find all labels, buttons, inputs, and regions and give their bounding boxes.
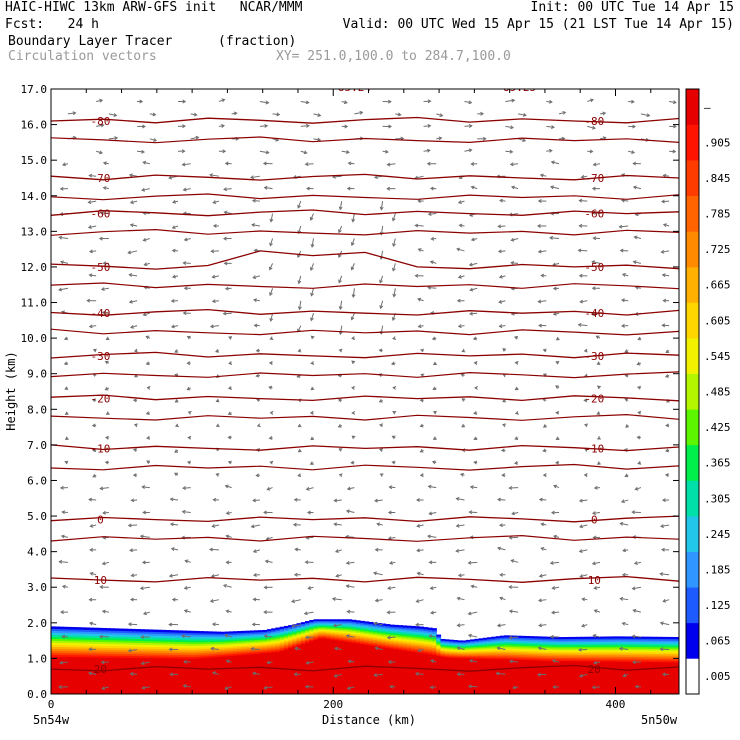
x-tick-label: 0: [48, 698, 55, 711]
contour-label: 0: [97, 514, 104, 527]
contour-label: -20: [584, 393, 604, 406]
contour-label: -20: [90, 393, 110, 406]
y-tick-label: 0.0: [27, 688, 47, 701]
colorbar-label: .905: [704, 136, 731, 149]
init-time: Init: 00 UTC Tue 14 Apr 15: [530, 0, 735, 15]
plot-frame: [50, 88, 680, 695]
x-end-label: 5n50w: [641, 713, 678, 727]
y-tick-label: 10.0: [21, 332, 48, 345]
colorbar-swatch: [686, 338, 699, 375]
contour-label: 0: [591, 514, 598, 527]
colorbar-swatch: [686, 231, 699, 268]
contour-label: -60: [584, 208, 604, 221]
colorbar-label: .485: [704, 386, 731, 399]
contour-label: -60: [90, 208, 110, 221]
y-tick-label: 4.0: [27, 546, 47, 559]
colorbar-swatch: [686, 409, 699, 446]
top-contour-label: 85.24: [338, 81, 371, 94]
y-tick-label: 2.0: [27, 617, 47, 630]
tracer-fill: [51, 619, 679, 694]
field-units: (fraction): [218, 34, 297, 49]
colorbar-label: .185: [704, 563, 731, 576]
vector-description: Circulation vectors: [8, 49, 157, 64]
y-tick-label: 8.0: [27, 403, 47, 416]
colorbar-swatch: [686, 160, 699, 197]
colorbar-swatch: [686, 622, 699, 659]
y-tick-label: 13.0: [21, 225, 48, 238]
y-tick-label: 12.0: [21, 261, 48, 274]
contour-label: -40: [90, 307, 110, 320]
x-axis-title: Distance (km): [322, 713, 416, 727]
colorbar-label: .545: [704, 350, 731, 363]
colorbar-label: .725: [704, 243, 731, 256]
title-line-1-left: HAIC-HIWC 13km ARW-GFS init NCAR/MMM: [5, 0, 303, 15]
colorbar-swatch: [686, 266, 699, 303]
colorbar: .005 .065 .125 .185 .245 .305 .365 .425 .485 .545…: [685, 88, 731, 695]
x-start-label: 5n54w: [33, 713, 70, 727]
x-tick-label: 400: [606, 698, 626, 711]
y-tick-label: 7.0: [27, 439, 47, 452]
colorbar-label: .785: [704, 208, 731, 221]
valid-time: Valid: 00 UTC Wed 15 Apr 15 (21 LST Tue …: [342, 17, 734, 32]
contour-label: 10: [588, 574, 601, 587]
y-tick-label: 11.0: [21, 297, 48, 310]
colorbar-swatch: [686, 551, 699, 588]
colorbar-label: .305: [704, 492, 731, 505]
top-contour-label: 85.25: [503, 81, 536, 94]
contour-label: -80: [90, 115, 110, 128]
y-tick-label: 6.0: [27, 474, 47, 487]
y-tick-label: 17.0: [21, 83, 48, 96]
circulation-vectors: [58, 98, 677, 691]
y-tick-label: 5.0: [27, 510, 47, 523]
forecast-hour: Fcst: 24 h: [5, 17, 99, 32]
colorbar-swatch: [686, 587, 699, 624]
y-axis-title: Height (km): [4, 351, 18, 430]
colorbar-label: .065: [704, 635, 731, 648]
colorbar-swatch: [686, 89, 699, 125]
contour-label: 20: [94, 663, 107, 676]
contour-label: -30: [90, 350, 110, 363]
colorbar-swatch: [686, 373, 699, 410]
colorbar-label: .425: [704, 421, 731, 434]
contour-label: -50: [90, 261, 110, 274]
contour-label: -80: [584, 115, 604, 128]
y-tick-label: 3.0: [27, 581, 47, 594]
field-name: Boundary Layer Tracer: [8, 34, 173, 49]
x-tick-label: 200: [323, 698, 343, 711]
colorbar-swatch: [686, 195, 699, 232]
contour-label: 10: [94, 574, 107, 587]
temperature-contours: -80 -80 -70 -70 -60 -60 -50 -50 -40 -40 -30 -30 -20 -…: [51, 81, 679, 676]
colorbar-swatch: [686, 444, 699, 481]
y-tick-label: 1.0: [27, 652, 47, 665]
colorbar-swatch: [686, 658, 699, 695]
contour-label: -10: [584, 442, 604, 455]
contour-label: -40: [584, 307, 604, 320]
y-tick-label: 9.0: [27, 368, 47, 381]
contour-label: -70: [584, 172, 604, 185]
axes: 0.0 1.0 2.0 3.0 4.0 5.0 6.0 7.0 8.0 9.0 10.0 11.0 12…: [21, 83, 679, 711]
colorbar-label: .605: [704, 314, 731, 327]
contour-label: -30: [584, 350, 604, 363]
contour-label: -50: [584, 261, 604, 274]
colorbar-label: .665: [704, 279, 731, 292]
y-tick-label: 14.0: [21, 190, 48, 203]
colorbar-label: .245: [704, 528, 731, 541]
contour-label: -70: [90, 172, 110, 185]
cross-section-coordinates: XY= 251.0,100.0 to 284.7,100.0: [276, 49, 511, 64]
colorbar-label: .845: [704, 172, 731, 185]
colorbar-label: .125: [704, 599, 731, 612]
colorbar-swatch: [686, 302, 699, 339]
colorbar-label: .005: [704, 670, 731, 683]
y-tick-label: 16.0: [21, 119, 48, 132]
colorbar-label: .365: [704, 457, 731, 470]
contour-label: -10: [90, 442, 110, 455]
colorbar-swatch: [686, 124, 699, 161]
colorbar-label: –: [704, 101, 711, 114]
colorbar-swatch: [686, 516, 699, 552]
colorbar-swatch: [686, 480, 699, 517]
y-tick-label: 15.0: [21, 154, 48, 167]
contour-label: 20: [588, 663, 601, 676]
